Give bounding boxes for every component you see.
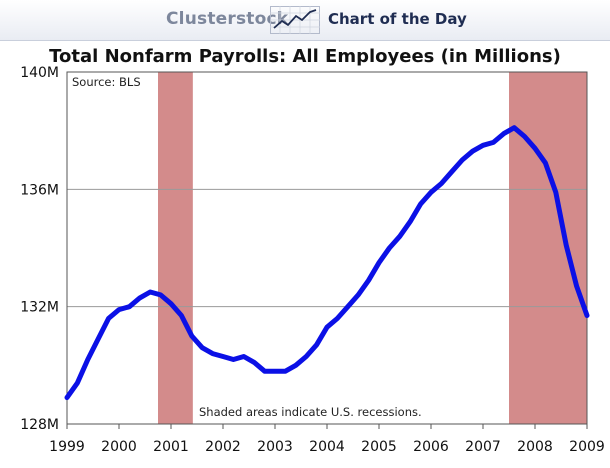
x-tick-label: 2009: [569, 439, 605, 455]
x-tick-label: 2001: [153, 439, 189, 455]
brand-name[interactable]: Clusterstock: [166, 9, 289, 29]
x-tick-label: 2003: [257, 439, 293, 455]
x-tick-label: 2000: [101, 439, 137, 455]
x-tick-label: 2002: [205, 439, 241, 455]
rising-line-chart-icon: [270, 6, 320, 34]
y-tick-label: 132M: [20, 300, 59, 316]
y-tick-label: 136M: [20, 182, 59, 198]
x-tick-label: 1999: [49, 439, 85, 455]
y-tick-label: 128M: [20, 417, 59, 433]
x-tick-label: 2006: [413, 439, 449, 455]
recession-band-2: [509, 72, 587, 424]
payrolls-series-line: [64, 125, 590, 401]
x-tick-label: 2004: [309, 439, 345, 455]
x-tick-label: 2005: [361, 439, 397, 455]
recession-band-1: [158, 72, 193, 424]
source-label: Source: BLS: [72, 75, 141, 89]
header-banner: Clusterstock Chart of the Day: [0, 0, 610, 41]
chart-of-the-day-label: Chart of the Day: [328, 10, 467, 28]
x-tick-label: 2007: [465, 439, 501, 455]
x-tick-label: 2008: [517, 439, 553, 455]
y-tick-label: 140M: [20, 65, 59, 81]
chart-title: Total Nonfarm Payrolls: All Employees (i…: [49, 46, 561, 67]
recession-note: Shaded areas indicate U.S. recessions.: [199, 405, 422, 419]
